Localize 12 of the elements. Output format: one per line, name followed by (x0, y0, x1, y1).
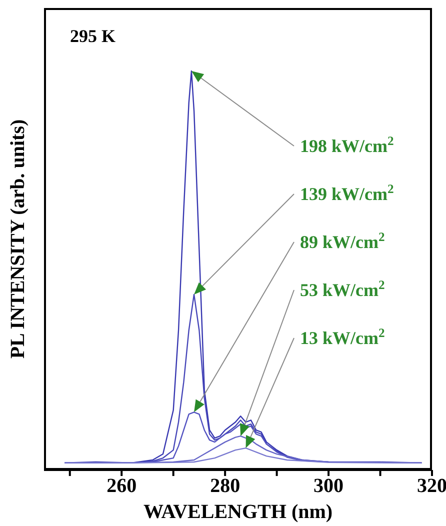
annotation: 53 kW/cm$^{2}$ (300, 278, 385, 300)
x-tick-label: 300 (314, 475, 344, 498)
x-tick-label: 260 (106, 475, 137, 498)
annotation: 198 kW/cm$^{2}$ (300, 134, 394, 156)
y-axis-title: PL INTENSITY (arb. units) (7, 119, 29, 359)
annotation: 89 kW/cm$^{2}$ (300, 230, 385, 252)
annotation: 139 kW/cm$^{2}$ (300, 182, 394, 204)
text: 295 K (70, 26, 116, 46)
x-tick-label: 320 (417, 475, 446, 498)
annotation: 13 kW/cm$^{2}$ (300, 326, 385, 348)
x-tick-label: 280 (210, 475, 240, 498)
x-axis-title: WAVELENGTH (nm) (143, 501, 333, 523)
